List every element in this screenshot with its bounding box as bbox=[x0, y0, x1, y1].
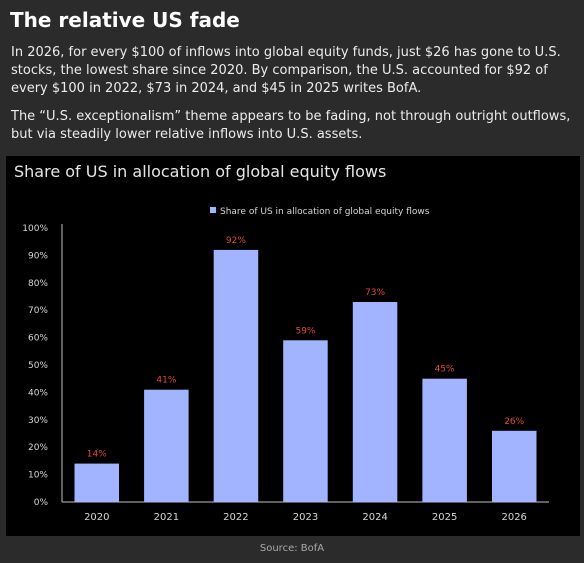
x-tick-label-2026: 2026 bbox=[501, 512, 526, 523]
data-label-2023: 59% bbox=[295, 326, 315, 336]
x-tick-label-2022: 2022 bbox=[223, 512, 248, 523]
data-label-2025: 45% bbox=[435, 365, 455, 375]
x-tick-label-2021: 2021 bbox=[154, 512, 179, 523]
chart-panel: Share of US in allocation of global equi… bbox=[6, 156, 580, 536]
data-label-2020: 14% bbox=[87, 450, 107, 460]
bar-2024 bbox=[352, 302, 398, 502]
context-paragraph: The “U.S. exceptionalism” theme appears … bbox=[11, 109, 571, 142]
data-label-2026: 26% bbox=[504, 417, 524, 427]
chart-title: Share of US in allocation of global equi… bbox=[14, 162, 386, 181]
bar-2025 bbox=[422, 378, 467, 502]
data-label-2021: 41% bbox=[156, 376, 176, 386]
x-tick-label-2025: 2025 bbox=[432, 512, 457, 523]
legend-swatch bbox=[210, 207, 216, 213]
y-tick-label: 80% bbox=[28, 279, 48, 289]
data-label-2022: 92% bbox=[226, 236, 246, 246]
bar-2020 bbox=[74, 463, 119, 502]
x-tick-label-2023: 2023 bbox=[293, 512, 318, 523]
y-tick-label: 50% bbox=[28, 361, 48, 371]
source-caption: Source: BofA bbox=[259, 543, 325, 554]
x-tick-label-2020: 2020 bbox=[84, 512, 109, 523]
y-tick-label: 100% bbox=[22, 224, 48, 234]
data-label-2024: 73% bbox=[365, 288, 385, 298]
y-tick-label: 70% bbox=[28, 306, 48, 316]
y-tick-label: 40% bbox=[28, 388, 48, 398]
x-tick-label-2024: 2024 bbox=[362, 512, 387, 523]
y-tick-label: 0% bbox=[34, 498, 49, 508]
bar-2023 bbox=[283, 340, 328, 502]
y-tick-label: 90% bbox=[28, 251, 48, 261]
bar-chart: Share of US in allocation of global equi… bbox=[14, 162, 549, 523]
y-tick-label: 60% bbox=[28, 334, 48, 344]
bar-2026 bbox=[492, 430, 537, 502]
bar-2021 bbox=[144, 389, 189, 502]
y-tick-label: 20% bbox=[28, 443, 48, 453]
page-title: The relative US fade bbox=[10, 8, 240, 32]
legend-label: Share of US in allocation of global equi… bbox=[220, 207, 430, 217]
y-tick-label: 30% bbox=[28, 416, 48, 426]
y-tick-label: 10% bbox=[28, 471, 48, 481]
intro-paragraph: In 2026, for every $100 of inflows into … bbox=[11, 45, 561, 96]
bar-2022 bbox=[213, 249, 259, 502]
